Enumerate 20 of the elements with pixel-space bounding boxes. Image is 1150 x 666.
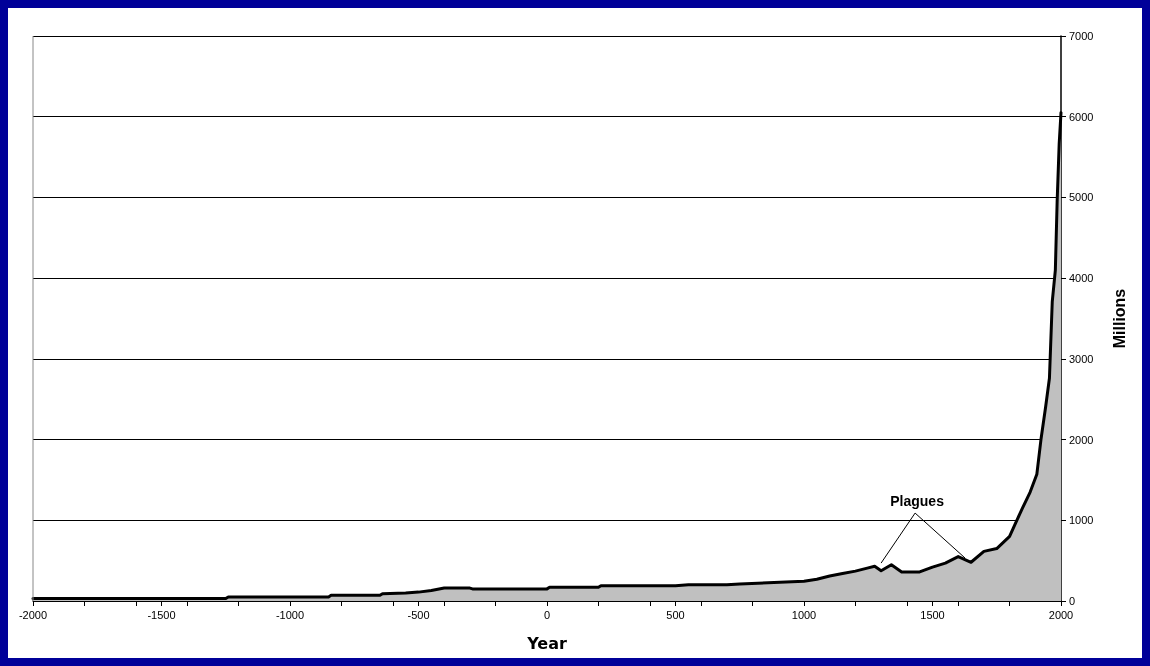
y-tick-label: 2000 — [1069, 433, 1094, 446]
x-tick-label: 500 — [666, 608, 685, 621]
x-tick-label: 1000 — [791, 608, 817, 621]
x-tick-label: -1500 — [147, 608, 176, 621]
y-tick-label: 5000 — [1069, 191, 1094, 204]
y-tick-label: 7000 — [1069, 30, 1094, 42]
x-axis-title: Year — [526, 633, 567, 653]
x-tick-label: -2000 — [18, 608, 48, 621]
y-axis-title: Millions — [1110, 288, 1128, 349]
y-tick-label: 4000 — [1069, 272, 1094, 285]
y-tick-label: 3000 — [1069, 352, 1094, 365]
y-tick-label: 6000 — [1069, 110, 1094, 123]
x-tick-label: -500 — [407, 608, 430, 621]
y-tick-label: 0 — [1069, 595, 1076, 607]
annotation: Plagues — [890, 493, 945, 510]
y-tick-label: 1000 — [1069, 514, 1094, 527]
x-tick-label: 2000 — [1048, 608, 1074, 621]
x-tick-label: -1000 — [275, 608, 305, 621]
x-tick-label: 0 — [543, 608, 551, 621]
x-tick-label: 1500 — [920, 608, 945, 621]
